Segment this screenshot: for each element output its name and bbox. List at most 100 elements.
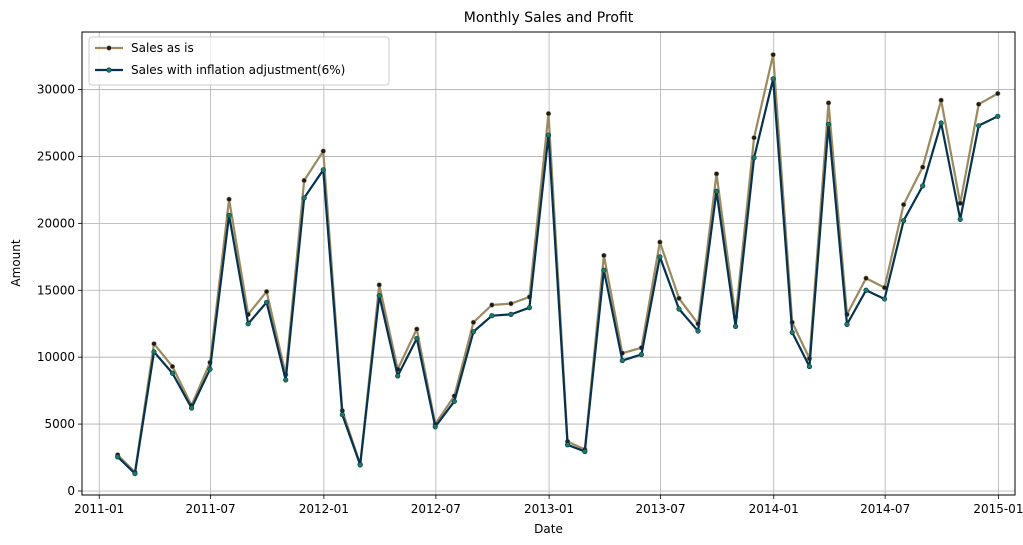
series-2-point [638, 351, 645, 358]
series-1-line [116, 53, 999, 474]
x-tick-label: 2014-01 [749, 502, 799, 516]
series-2-point [226, 212, 232, 218]
series-2-point [564, 442, 571, 448]
series-2-point [713, 188, 720, 194]
series-2-line [116, 77, 999, 475]
plot-area-frame [81, 31, 1016, 496]
series-2-point [357, 462, 363, 468]
series-1-point [751, 135, 757, 141]
series-2-point [320, 167, 326, 173]
series-2-point [976, 123, 982, 129]
series-1-point [226, 196, 232, 202]
series-2-point [115, 454, 121, 460]
series-2-point [732, 323, 739, 329]
x-tick-label: 2012-07 [411, 502, 461, 516]
series-1-point [169, 363, 176, 370]
x-tick-label: 2011-01 [74, 502, 124, 516]
series-1-point [414, 326, 420, 332]
series-1-point [489, 302, 495, 308]
series-1 [115, 52, 1001, 475]
series-2-point [432, 424, 438, 430]
series-2-point [751, 155, 757, 161]
series-2-point [451, 398, 457, 404]
series-lines [115, 52, 1001, 477]
series-2 [115, 76, 1001, 477]
series-2-point [188, 405, 195, 411]
y-tick-label: 10000 [37, 350, 75, 364]
legend-swatch-marker [106, 45, 112, 51]
series-1-point [938, 97, 944, 103]
series-1-point [264, 289, 270, 295]
series-2-point [470, 329, 477, 335]
series-2-point [901, 218, 907, 224]
series-1-point [920, 164, 926, 170]
series-2-point [825, 121, 832, 127]
axes: 2011-01 2011-07 2012-01 2012-07 2013-01 2013-… [37, 83, 1023, 516]
series-2-point [169, 370, 176, 376]
series-1-point [301, 177, 307, 184]
y-tick-label: 20000 [37, 216, 75, 230]
x-tick-label: 2014-07 [860, 502, 910, 516]
y-axis-title: Amount [9, 239, 23, 286]
series-1-point [376, 282, 382, 288]
x-tick-label: 2013-01 [524, 502, 574, 516]
series-1-point [320, 148, 326, 154]
series-2-point [414, 335, 420, 342]
series-1-point [470, 319, 477, 325]
x-tick-label: 2013-07 [635, 502, 685, 516]
x-axis-title: Date [534, 522, 563, 536]
series-2-point [601, 267, 607, 273]
series-2-point [995, 113, 1001, 119]
series-1-point [676, 295, 682, 301]
series-2-point [770, 76, 776, 82]
series-2-point [920, 183, 926, 189]
series-1-point [601, 252, 607, 259]
series-2-point [619, 357, 625, 364]
legend-item: Sales with inflation adjustment(6%) [95, 63, 345, 77]
legend-swatch-marker [106, 67, 112, 73]
legend: Sales as is Sales with inflation adjustme… [88, 36, 390, 86]
series-2-point [545, 132, 552, 138]
x-tick-label: 2011-07 [186, 502, 236, 516]
series-2-point [582, 448, 588, 455]
series-2-point [264, 299, 270, 305]
legend-box [88, 36, 390, 86]
y-tick-label: 5000 [44, 417, 75, 431]
chart-title: Monthly Sales and Profit [464, 10, 634, 26]
series-1-point [863, 275, 869, 281]
legend-label: Sales with inflation adjustment(6%) [131, 63, 345, 77]
series-2-point [283, 377, 289, 383]
series-2-point [207, 366, 213, 372]
x-tick-label: 2015-01 [973, 502, 1023, 516]
series-2-point [806, 363, 813, 370]
y-tick-label: 0 [67, 484, 75, 498]
y-tick-label: 30000 [37, 83, 75, 97]
y-tick-label: 25000 [37, 149, 75, 163]
series-2-point [395, 373, 401, 379]
legend-label: Sales as is [131, 41, 194, 55]
series-2-point [132, 470, 138, 477]
series-1-point [957, 200, 963, 206]
series-1-point [151, 341, 157, 347]
series-2-point [938, 120, 944, 126]
series-1-point [713, 171, 720, 177]
series-2-point [508, 311, 514, 317]
series-1-point [508, 301, 514, 307]
series-2-point [695, 328, 701, 334]
series-1-point [825, 100, 832, 106]
series-2-point [301, 195, 307, 201]
series-2-point [151, 349, 157, 355]
series-2-point [863, 287, 869, 293]
series-1-point [976, 101, 982, 107]
series-2-point [789, 329, 795, 336]
series-1-point [545, 111, 552, 117]
series-1-point [770, 52, 776, 58]
series-2-point [844, 321, 850, 327]
series-2-point [657, 254, 663, 260]
series-2-point [526, 305, 533, 311]
y-tick-label: 15000 [37, 283, 75, 297]
series-1-point [901, 202, 907, 208]
x-tick-label: 2012-01 [299, 502, 349, 516]
